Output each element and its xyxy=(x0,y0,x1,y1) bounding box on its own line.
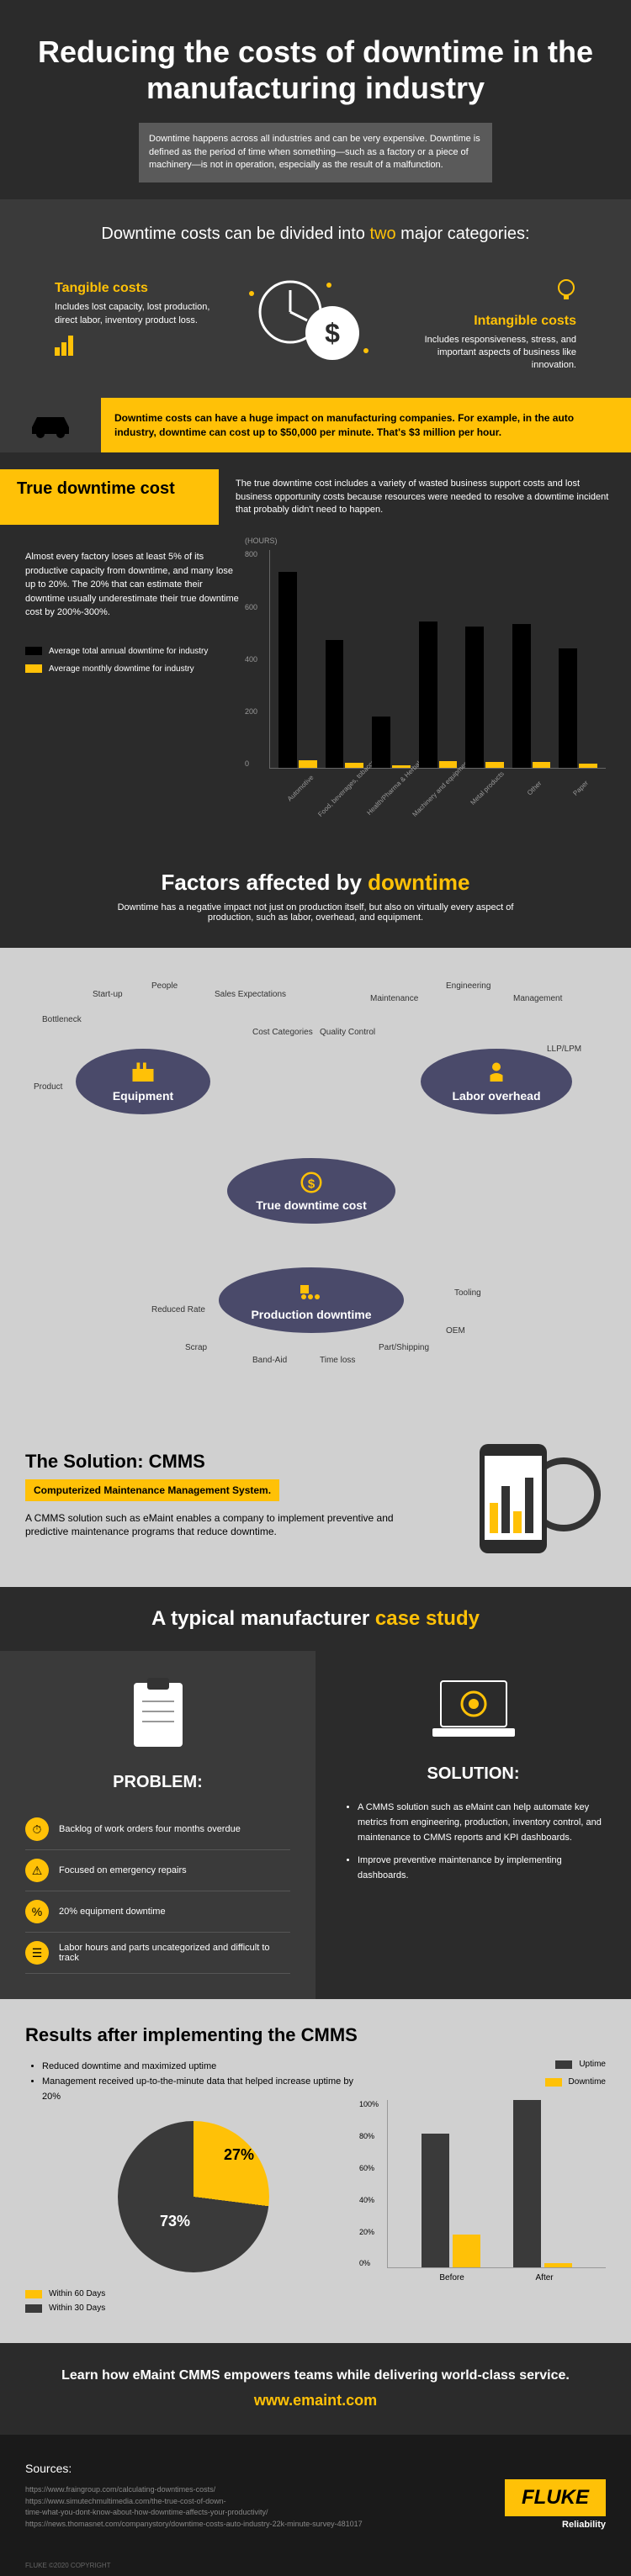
factors-sub: Downtime has a negative impact not just … xyxy=(105,902,526,923)
categories-heading: Downtime costs can be divided into two m… xyxy=(25,225,606,244)
svg-text:$: $ xyxy=(308,1177,316,1192)
problem-title: PROBLEM: xyxy=(25,1773,290,1792)
header: Reducing the costs of downtime in the ma… xyxy=(0,0,631,199)
brand: FLUKE Reliability xyxy=(505,2479,606,2530)
reliability-tagline: Reliability xyxy=(505,2520,606,2530)
true-cost-desc: The true downtime cost includes a variet… xyxy=(219,469,631,525)
center-node: $ True downtime cost xyxy=(227,1158,395,1224)
true-cost-label: True downtime cost xyxy=(0,469,219,525)
true-cost-body: Almost every factory loses at least 5% o… xyxy=(25,550,244,620)
bulb-icon xyxy=(556,278,576,307)
factors-section: Factors affected by downtime Downtime ha… xyxy=(0,844,631,1402)
cta-link[interactable]: www.emaint.com xyxy=(25,2392,606,2409)
results-title: Results after implementing the CMMS xyxy=(25,2024,606,2046)
case-study-header: A typical manufacturer case study xyxy=(0,1587,631,1651)
solution-title: The Solution: CMMS xyxy=(25,1451,421,1473)
pie-legend: Within 60 Days Within 30 Days xyxy=(25,2289,362,2313)
results-pie: 27% 73% xyxy=(118,2121,269,2272)
true-cost-header: True downtime cost The true downtime cos… xyxy=(0,469,631,525)
intro-text: Downtime happens across all industries a… xyxy=(139,123,492,182)
impact-text: Downtime costs can have a huge impact on… xyxy=(101,398,631,453)
downtime-chart-section: Almost every factory loses at least 5% o… xyxy=(0,525,631,794)
solution-section: The Solution: CMMS Computerized Maintena… xyxy=(0,1402,631,1587)
cta-section: Learn how eMaint CMMS empowers teams whi… xyxy=(0,2343,631,2435)
results-section: Results after implementing the CMMS Redu… xyxy=(0,1999,631,2343)
results-bullets: Reduced downtime and maximized uptimeMan… xyxy=(25,2060,362,2104)
tangible-title: Tangible costs xyxy=(55,281,223,296)
equipment-node: Equipment xyxy=(76,1049,210,1114)
problem-col: PROBLEM: ⏱Backlog of work orders four mo… xyxy=(0,1651,316,1999)
intangible-title: Intangible costs xyxy=(408,314,576,329)
cta-text: Learn how eMaint CMMS empowers teams whi… xyxy=(25,2368,606,2383)
footer: Sources: https://www.fraingroup.com/calc… xyxy=(0,2435,631,2555)
laptop-icon xyxy=(341,1676,606,1748)
center-icons: $ xyxy=(240,270,391,371)
solution-sub: Computerized Maintenance Management Syst… xyxy=(25,1479,279,1501)
svg-text:$: $ xyxy=(325,318,340,348)
intangible-costs: Intangible costs Includes responsiveness… xyxy=(408,269,576,373)
solution-col: SOLUTION: A CMMS solution such as eMaint… xyxy=(316,1651,631,1999)
factors-title: Factors affected by downtime xyxy=(25,870,606,896)
chart-legend: Average total annual downtime for indust… xyxy=(25,645,244,675)
clipboard-icon xyxy=(25,1676,290,1756)
intangible-desc: Includes responsiveness, stress, and imp… xyxy=(408,334,576,373)
tangible-desc: Includes lost capacity, lost production,… xyxy=(55,301,223,327)
production-node: Production downtime xyxy=(219,1267,404,1333)
solution-list: A CMMS solution such as eMaint can help … xyxy=(341,1801,606,1883)
chart-icon xyxy=(55,336,80,360)
factors-diagram: Equipment Labor overhead $ True downtime… xyxy=(0,948,631,1368)
tangible-costs: Tangible costs Includes lost capacity, l… xyxy=(55,281,223,360)
phone-illustration xyxy=(437,1427,606,1562)
main-title: Reducing the costs of downtime in the ma… xyxy=(25,34,606,106)
impact-bar: Downtime costs can have a huge impact on… xyxy=(0,398,631,453)
fluke-logo: FLUKE xyxy=(505,2479,606,2516)
solution-col-title: SOLUTION: xyxy=(341,1764,606,1784)
categories-section: Downtime costs can be divided into two m… xyxy=(0,199,631,398)
solution-desc: A CMMS solution such as eMaint enables a… xyxy=(25,1511,421,1540)
car-icon xyxy=(0,398,101,453)
sources: Sources: https://www.fraingroup.com/calc… xyxy=(25,2460,363,2530)
problem-list: ⏱Backlog of work orders four months over… xyxy=(25,1809,290,1974)
labor-node: Labor overhead xyxy=(421,1049,572,1114)
case-study-row: PROBLEM: ⏱Backlog of work orders four mo… xyxy=(0,1651,631,1999)
downtime-bar-chart: (HOURS) 0200400600800 AutomotiveFood, be… xyxy=(269,550,606,769)
copyright: FLUKE ©2020 COPYRIGHT xyxy=(0,2555,631,2576)
results-chart: Uptime Downtime 0%20%40%60%80%100% Befor… xyxy=(387,2060,606,2318)
